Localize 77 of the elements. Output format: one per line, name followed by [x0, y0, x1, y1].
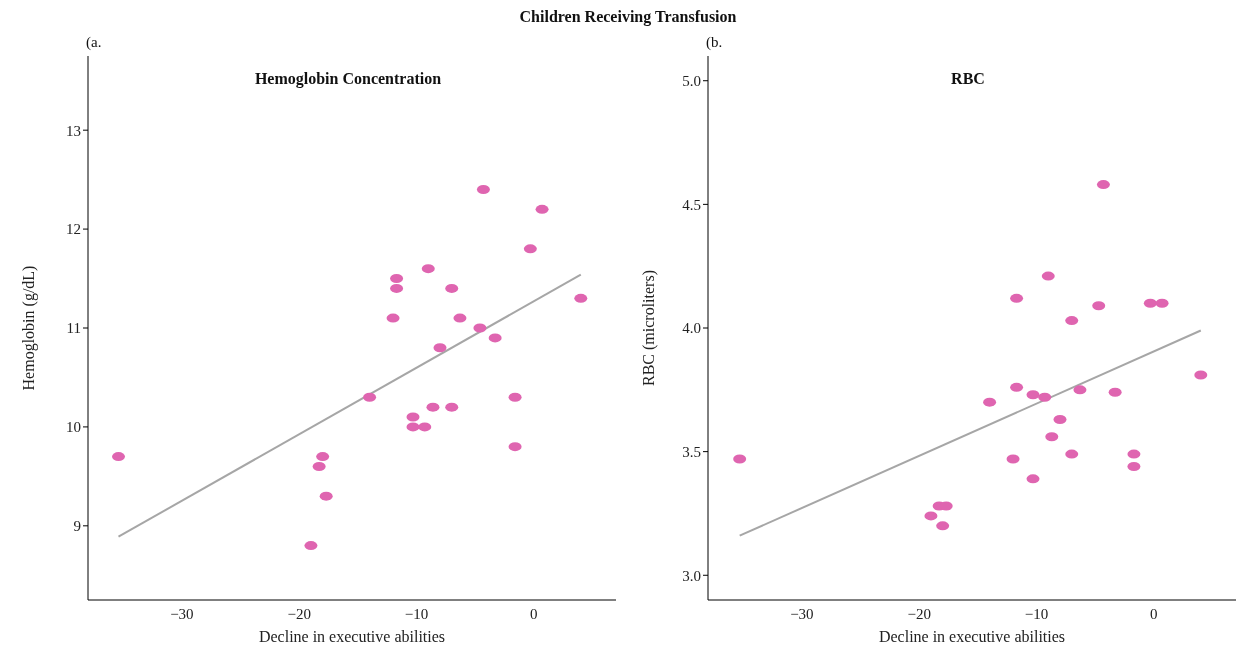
point	[508, 442, 522, 452]
y-tick-label: 13	[66, 122, 81, 139]
x-tick-label: −10	[1024, 605, 1049, 622]
y-tick-label: 5.0	[682, 73, 701, 90]
point	[1026, 390, 1040, 400]
point	[453, 313, 467, 323]
point	[523, 244, 537, 254]
text: Hemoglobin Concentration	[253, 70, 443, 88]
point	[445, 402, 459, 412]
x-tick-label: 0	[530, 605, 538, 622]
point	[1073, 385, 1087, 395]
point	[312, 461, 326, 471]
y-tick-label: 11	[66, 320, 81, 337]
y-tick-label: 4.0	[682, 320, 701, 337]
y-tick-label: 12	[66, 221, 81, 238]
y-axis-title: RBC (microliters)	[639, 270, 658, 386]
point	[473, 323, 487, 333]
point	[1127, 449, 1141, 459]
text: RBC	[951, 70, 985, 87]
point	[936, 521, 950, 531]
point	[304, 541, 318, 551]
text: (b.	[706, 34, 723, 51]
point	[112, 452, 126, 462]
x-tick-label: −10	[404, 605, 429, 622]
point	[1010, 382, 1024, 392]
point	[1143, 298, 1157, 308]
point	[426, 402, 440, 412]
point	[445, 283, 459, 293]
point	[1010, 293, 1024, 303]
point	[733, 454, 747, 464]
x-tick-label: 0	[1150, 605, 1158, 622]
point	[1127, 461, 1141, 471]
point	[386, 313, 400, 323]
point	[535, 204, 549, 214]
point	[421, 264, 435, 274]
point	[406, 422, 420, 432]
point	[406, 412, 420, 422]
point	[574, 293, 588, 303]
point	[433, 343, 447, 353]
x-tick-label: −20	[287, 605, 311, 622]
point	[1041, 271, 1055, 281]
x-tick-label: −20	[907, 605, 931, 622]
y-tick-label: 4.5	[682, 196, 701, 213]
point	[316, 452, 330, 462]
y-tick-label: 3.5	[682, 443, 701, 460]
point	[476, 185, 490, 195]
point	[363, 392, 377, 402]
y-tick-label: 10	[66, 419, 81, 436]
point	[1006, 454, 1020, 464]
point	[390, 274, 404, 284]
point	[1194, 370, 1208, 380]
point	[1045, 432, 1059, 442]
x-axis-title: Decline in executive abilities	[258, 628, 446, 645]
y-axis-title: Hemoglobin (g/dL)	[19, 265, 38, 391]
x-tick-label: −30	[170, 605, 194, 622]
point	[418, 422, 432, 432]
point	[1155, 298, 1169, 308]
point	[1026, 474, 1040, 484]
point	[1108, 387, 1122, 397]
x-axis-title: Decline in executive abilities	[878, 628, 1066, 645]
point	[488, 333, 502, 343]
text: Children Receiving Transfusion	[519, 8, 737, 25]
point	[1096, 180, 1110, 190]
point	[983, 397, 997, 407]
y-tick-label: 9	[73, 518, 81, 535]
x-tick-label: −30	[790, 605, 814, 622]
point	[390, 283, 404, 293]
point	[1065, 316, 1079, 326]
point	[1065, 449, 1079, 459]
point	[508, 392, 522, 402]
y-tick-label: 3.0	[682, 567, 701, 584]
point	[319, 491, 333, 501]
point	[1038, 392, 1052, 402]
point	[1092, 301, 1106, 311]
text: (a.	[86, 34, 102, 51]
point	[924, 511, 938, 521]
point	[1053, 414, 1067, 424]
